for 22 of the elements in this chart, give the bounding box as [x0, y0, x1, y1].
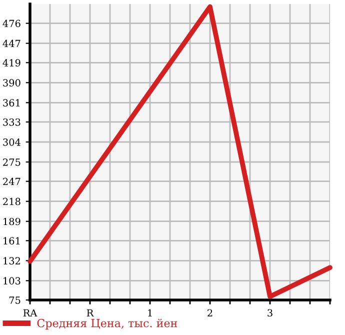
y-tick-label: 333 — [3, 118, 20, 126]
y-tick-label: 75 — [9, 296, 20, 304]
y-tick-label: 132 — [4, 257, 20, 265]
y-tick-label: 447 — [2, 40, 20, 48]
y-tick-label: 390 — [3, 79, 20, 86]
y-tick-label: 476 — [2, 20, 20, 28]
y-tick-label: 103 — [4, 277, 20, 285]
y-tick-label: 275 — [3, 158, 20, 166]
legend-label: Средняя Цена, тыс. йен — [37, 318, 178, 330]
y-tick-label: 218 — [3, 198, 20, 206]
x-tick-label: RA — [23, 309, 38, 316]
line-series — [28, 4, 332, 299]
x-tick-label: 1 — [148, 309, 152, 316]
x-tick-label: 2 — [208, 309, 212, 316]
y-tick-label: 189 — [4, 218, 20, 226]
y-tick-label: 161 — [4, 237, 20, 244]
y-tick-label: 419 — [2, 59, 20, 66]
y-tick-label: 247 — [3, 178, 20, 186]
y-tick-label: 361 — [3, 99, 20, 106]
x-tick-label: 3 — [268, 309, 272, 317]
y-tick-label: 304 — [3, 138, 20, 146]
x-tick-label: R — [86, 309, 94, 316]
